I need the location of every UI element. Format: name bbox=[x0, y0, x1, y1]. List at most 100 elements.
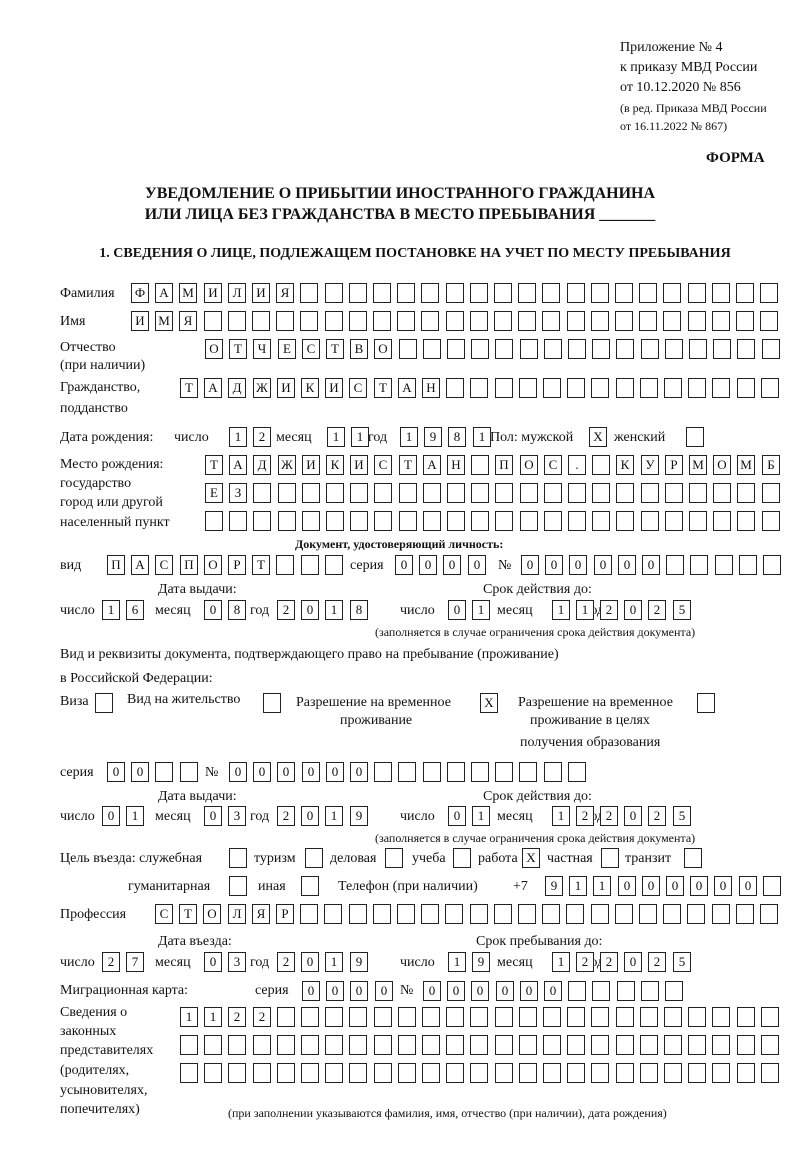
reps-3-cell[interactable] bbox=[567, 1063, 585, 1083]
edu-permit-checkbox[interactable] bbox=[697, 693, 715, 713]
surname-cell[interactable] bbox=[421, 283, 439, 303]
phone-cell[interactable]: 0 bbox=[714, 876, 732, 896]
surname-cell[interactable] bbox=[615, 283, 633, 303]
res-issue-year-cell[interactable]: 2 bbox=[277, 806, 295, 826]
reps-1-cell[interactable] bbox=[616, 1007, 634, 1027]
phone-cell[interactable]: 1 bbox=[569, 876, 587, 896]
name-cell[interactable] bbox=[228, 311, 246, 331]
phone-cell[interactable]: 9 bbox=[545, 876, 563, 896]
citizenship-cell[interactable]: И bbox=[277, 378, 295, 398]
reps-3-cell[interactable] bbox=[761, 1063, 779, 1083]
id-valid-day-cell[interactable]: 1 bbox=[472, 600, 490, 620]
pob-2-cell[interactable]: Е bbox=[205, 483, 223, 503]
id-issue-year-cell[interactable]: 2 bbox=[277, 600, 295, 620]
mig-number-cell[interactable] bbox=[568, 981, 586, 1001]
reps-3-cell[interactable] bbox=[664, 1063, 682, 1083]
reps-2-cell[interactable] bbox=[712, 1035, 730, 1055]
id-number-cell[interactable]: 0 bbox=[569, 555, 587, 575]
mig-number-cell[interactable] bbox=[617, 981, 635, 1001]
citizenship-cell[interactable] bbox=[616, 378, 634, 398]
pob-2-cell[interactable] bbox=[737, 483, 755, 503]
res-series-cell[interactable]: 0 bbox=[107, 762, 125, 782]
pob-1-cell[interactable]: А bbox=[229, 455, 247, 475]
pob-1-cell[interactable] bbox=[592, 455, 610, 475]
reps-3-cell[interactable] bbox=[543, 1063, 561, 1083]
id-kind-cell[interactable]: С bbox=[155, 555, 173, 575]
name-cell[interactable] bbox=[276, 311, 294, 331]
pob-2-cell[interactable] bbox=[374, 483, 392, 503]
stay-year-cell[interactable]: 2 bbox=[600, 952, 618, 972]
res-number-cell[interactable] bbox=[544, 762, 562, 782]
res-number-cell[interactable] bbox=[519, 762, 537, 782]
reps-1-cell[interactable] bbox=[591, 1007, 609, 1027]
res-number-cell[interactable]: 0 bbox=[229, 762, 247, 782]
purpose-private-checkbox[interactable] bbox=[601, 848, 619, 868]
patronymic-cell[interactable]: Ч bbox=[253, 339, 271, 359]
pob-2-cell[interactable] bbox=[762, 483, 780, 503]
citizenship-cell[interactable] bbox=[737, 378, 755, 398]
reps-3-cell[interactable] bbox=[398, 1063, 416, 1083]
res-number-cell[interactable] bbox=[374, 762, 392, 782]
dob-month-cell[interactable]: 1 bbox=[351, 427, 369, 447]
reps-2-cell[interactable] bbox=[591, 1035, 609, 1055]
profession-cell[interactable] bbox=[373, 904, 391, 924]
pob-3-cell[interactable] bbox=[399, 511, 417, 531]
pob-3-cell[interactable] bbox=[374, 511, 392, 531]
name-cell[interactable] bbox=[688, 311, 706, 331]
citizenship-cell[interactable] bbox=[664, 378, 682, 398]
reps-1-cell[interactable] bbox=[543, 1007, 561, 1027]
name-cell[interactable] bbox=[325, 311, 343, 331]
res-number-cell[interactable]: 0 bbox=[350, 762, 368, 782]
purpose-study-checkbox[interactable] bbox=[453, 848, 471, 868]
citizenship-cell[interactable] bbox=[761, 378, 779, 398]
stay-year-cell[interactable]: 5 bbox=[673, 952, 691, 972]
citizenship-cell[interactable]: К bbox=[301, 378, 319, 398]
reps-3-cell[interactable] bbox=[349, 1063, 367, 1083]
pob-1-cell[interactable]: К bbox=[616, 455, 634, 475]
patronymic-cell[interactable] bbox=[665, 339, 683, 359]
surname-cell[interactable]: И bbox=[252, 283, 270, 303]
pob-3-cell[interactable] bbox=[544, 511, 562, 531]
surname-cell[interactable] bbox=[518, 283, 536, 303]
citizenship-cell[interactable] bbox=[495, 378, 513, 398]
stay-day-cell[interactable]: 9 bbox=[472, 952, 490, 972]
reps-2-cell[interactable] bbox=[325, 1035, 343, 1055]
entry-year-cell[interactable]: 0 bbox=[301, 952, 319, 972]
stay-day-cell[interactable]: 1 bbox=[448, 952, 466, 972]
name-cell[interactable] bbox=[663, 311, 681, 331]
sex-male-checkbox[interactable]: X bbox=[589, 427, 607, 447]
pob-3-cell[interactable] bbox=[326, 511, 344, 531]
entry-month-cell[interactable]: 3 bbox=[228, 952, 246, 972]
citizenship-cell[interactable] bbox=[543, 378, 561, 398]
res-issue-day-cell[interactable]: 1 bbox=[126, 806, 144, 826]
patronymic-cell[interactable]: В bbox=[350, 339, 368, 359]
patronymic-cell[interactable]: О bbox=[205, 339, 223, 359]
patronymic-cell[interactable]: Т bbox=[326, 339, 344, 359]
res-number-cell[interactable]: 0 bbox=[277, 762, 295, 782]
pob-2-cell[interactable] bbox=[495, 483, 513, 503]
entry-day-cell[interactable]: 2 bbox=[102, 952, 120, 972]
pob-2-cell[interactable] bbox=[520, 483, 538, 503]
reps-1-cell[interactable] bbox=[737, 1007, 755, 1027]
reps-1-cell[interactable] bbox=[688, 1007, 706, 1027]
pob-2-cell[interactable] bbox=[641, 483, 659, 503]
id-issue-year-cell[interactable]: 8 bbox=[350, 600, 368, 620]
purpose-humanitarian-checkbox[interactable] bbox=[229, 876, 247, 896]
id-kind-cell[interactable]: А bbox=[131, 555, 149, 575]
phone-cell[interactable] bbox=[763, 876, 781, 896]
surname-cell[interactable]: А bbox=[155, 283, 173, 303]
citizenship-cell[interactable]: А bbox=[204, 378, 222, 398]
profession-cell[interactable]: Я bbox=[252, 904, 270, 924]
reps-3-cell[interactable] bbox=[325, 1063, 343, 1083]
profession-cell[interactable] bbox=[712, 904, 730, 924]
res-number-cell[interactable] bbox=[495, 762, 513, 782]
pob-2-cell[interactable] bbox=[665, 483, 683, 503]
surname-cell[interactable]: Л bbox=[228, 283, 246, 303]
res-valid-year-cell[interactable]: 2 bbox=[648, 806, 666, 826]
pob-1-cell[interactable] bbox=[471, 455, 489, 475]
name-cell[interactable] bbox=[252, 311, 270, 331]
profession-cell[interactable] bbox=[663, 904, 681, 924]
profession-cell[interactable]: Р bbox=[276, 904, 294, 924]
profession-cell[interactable] bbox=[639, 904, 657, 924]
patronymic-cell[interactable] bbox=[641, 339, 659, 359]
